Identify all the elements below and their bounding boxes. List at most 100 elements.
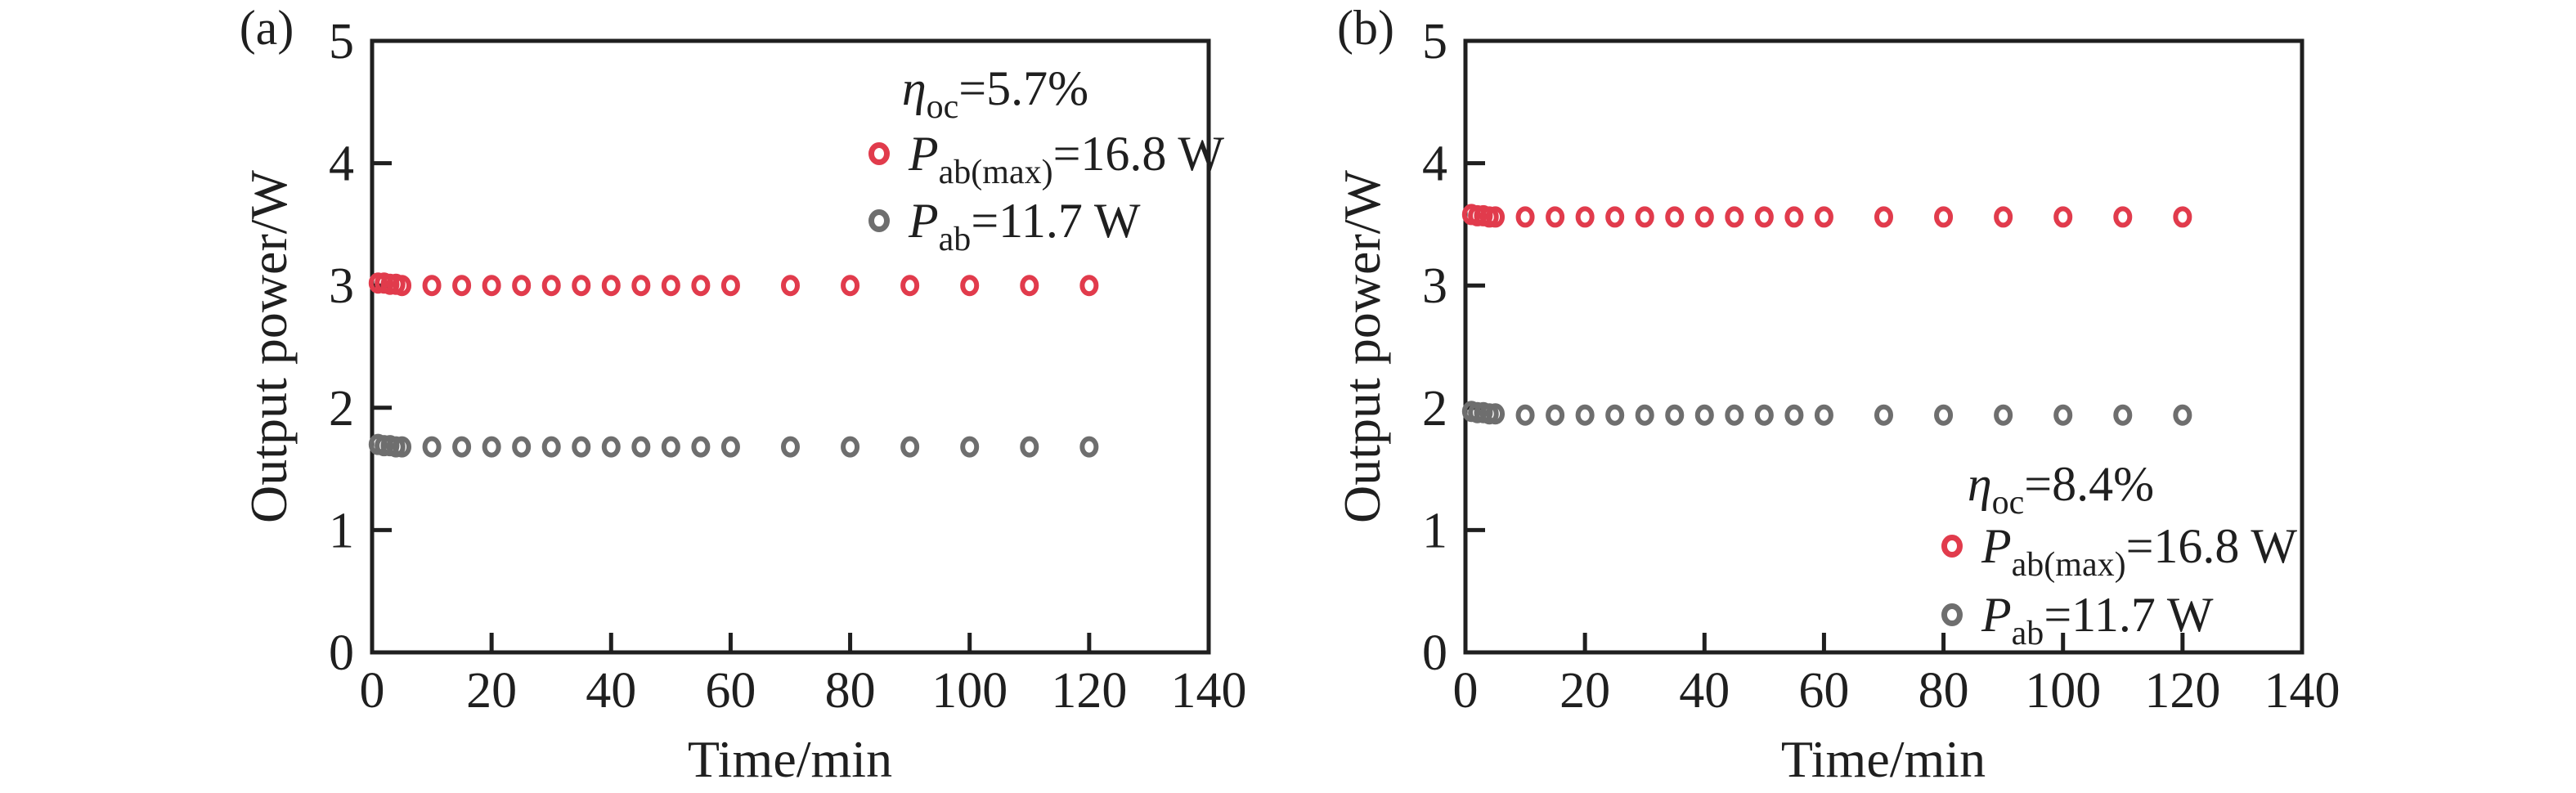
data-point (661, 275, 680, 297)
data-point (1635, 206, 1654, 228)
data-point (1486, 403, 1506, 425)
legend-text-part: P (908, 127, 939, 181)
data-point (900, 436, 920, 458)
legend-marker (868, 142, 890, 165)
data-point (541, 436, 561, 458)
data-point (1934, 404, 1954, 426)
data-point (960, 436, 980, 458)
data-point (422, 275, 442, 297)
data-point (960, 275, 980, 297)
legend-text-part: P (908, 194, 939, 248)
data-point (572, 275, 591, 297)
y-tick-label: 4 (329, 137, 354, 192)
data-point (1665, 206, 1685, 228)
data-point (2173, 404, 2192, 426)
legend-title: ηoc=8.4% (1968, 457, 2154, 522)
x-tick-label: 0 (1453, 663, 1479, 719)
data-point (1725, 404, 1744, 426)
y-tick-label: 0 (329, 625, 354, 681)
data-point (720, 275, 740, 297)
y-tick-label: 2 (1422, 381, 1447, 437)
x-tick-label: 60 (705, 663, 756, 719)
legend-text-part: oc (1992, 484, 2025, 522)
data-point (1079, 275, 1099, 297)
y-tick-label: 5 (329, 14, 354, 69)
legend-marker (868, 209, 890, 232)
data-point (572, 436, 591, 458)
y-tick-label: 3 (1422, 258, 1447, 314)
y-tick-label: 1 (329, 503, 354, 558)
plot-panel-a: 0 20 40 60 80 100 120 140012345ηoc=5.7%Pab(max)… (329, 14, 1247, 719)
x-axis-title-a: Time/min (688, 730, 892, 788)
data-point (1635, 404, 1654, 426)
data-point (1994, 404, 2013, 426)
data-point (512, 436, 532, 458)
legend-entry-label: Pab=11.7 W (1981, 588, 2214, 652)
y-axis-title-b: Output power/W (1333, 169, 1391, 523)
x-tick-label: 120 (2144, 663, 2220, 719)
legend-entry-label: Pab(max)=16.8 W (908, 127, 1224, 191)
legend-text-part: =16.8 W (1053, 127, 1225, 181)
data-point (1754, 404, 1774, 426)
data-point (1874, 206, 1893, 228)
data-point (2053, 206, 2073, 228)
data-point (781, 275, 800, 297)
data-point (1665, 404, 1685, 426)
x-tick-label: 20 (1560, 663, 1610, 719)
legend-marker (1941, 603, 1963, 626)
x-tick-label: 120 (1051, 663, 1127, 719)
data-point (631, 436, 651, 458)
data-point (393, 436, 412, 458)
data-point (601, 275, 621, 297)
data-point (1515, 404, 1535, 426)
y-tick-label: 4 (1422, 137, 1447, 192)
plot-panel-b: 0 20 40 60 80 100 120 140012345ηoc=8.4%Pab(max)… (1422, 14, 2340, 719)
legend-entry-label: Pab(max)=16.8 W (1981, 519, 2297, 584)
data-point (512, 275, 532, 297)
data-point (1694, 404, 1714, 426)
y-tick-label: 5 (1422, 14, 1447, 69)
data-point (482, 436, 501, 458)
data-point (1486, 206, 1506, 228)
legend-text-part: η (902, 61, 927, 115)
x-tick-label: 80 (1919, 663, 1969, 719)
data-point (1079, 436, 1099, 458)
data-point (2053, 404, 2073, 426)
legend-text-part: P (1981, 588, 2012, 642)
legend-text-part: ab (2012, 615, 2044, 652)
data-point (1605, 404, 1625, 426)
data-point (1020, 436, 1039, 458)
data-point (631, 275, 651, 297)
panel-label-b: (b) (1337, 1, 1394, 55)
data-point (1575, 404, 1595, 426)
legend-text-part: oc (927, 88, 959, 126)
x-tick-label: 80 (825, 663, 876, 719)
legend-marker (1941, 535, 1963, 558)
y-tick-label: 0 (1422, 625, 1447, 681)
legend-title: ηoc=5.7% (902, 61, 1088, 126)
legend-text-part: =5.7% (958, 61, 1088, 115)
data-point (541, 275, 561, 297)
data-point (1934, 206, 1954, 228)
y-tick-label: 2 (329, 381, 354, 437)
x-tick-label: 140 (2264, 663, 2340, 719)
data-point (841, 436, 860, 458)
x-tick-label: 140 (1171, 663, 1247, 719)
data-point (601, 436, 621, 458)
data-point (1874, 404, 1893, 426)
data-point (1754, 206, 1774, 228)
data-point (452, 275, 472, 297)
plot-border (1463, 38, 2304, 655)
y-axis-title-a: Output power/W (240, 169, 298, 523)
data-point (1725, 206, 1744, 228)
data-point (482, 275, 501, 297)
data-point (1814, 404, 1833, 426)
x-tick-label: 20 (466, 663, 517, 719)
data-point (2113, 206, 2133, 228)
data-point (1814, 206, 1833, 228)
x-tick-label: 40 (1679, 663, 1730, 719)
y-tick-label: 1 (1422, 503, 1447, 558)
legend-text-part: P (1981, 519, 2012, 573)
